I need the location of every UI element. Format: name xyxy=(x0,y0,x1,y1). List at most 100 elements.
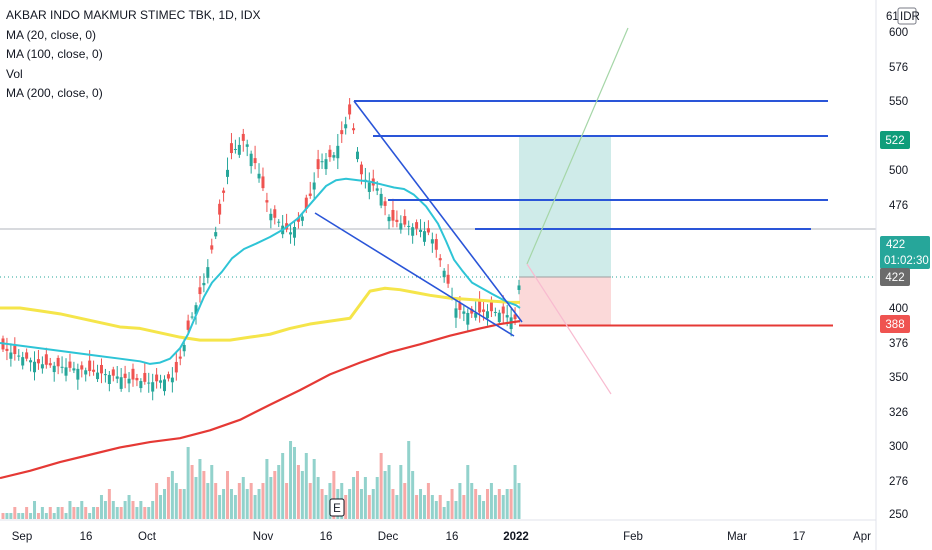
legend-ma100[interactable]: MA (100, close, 0) xyxy=(6,47,103,61)
volume-bar xyxy=(44,513,48,519)
badge-388-bg xyxy=(880,315,910,333)
volume-bar xyxy=(33,501,37,519)
candle-body xyxy=(308,193,312,196)
trendline-drawings[interactable] xyxy=(314,27,828,395)
volume-bar xyxy=(277,465,281,519)
volume-bar xyxy=(470,483,474,519)
candle-body xyxy=(332,155,336,158)
candle-body xyxy=(29,360,33,363)
volume-bar xyxy=(56,507,60,519)
legend-ma200[interactable]: MA (200, close, 0) xyxy=(6,86,103,100)
candle-body xyxy=(229,143,233,154)
volume-bar xyxy=(312,459,316,519)
badge-422: 422 xyxy=(885,272,904,284)
candle-body xyxy=(344,124,348,129)
candle-body xyxy=(96,372,100,380)
candle-body xyxy=(379,193,383,206)
candle-body xyxy=(383,201,387,206)
volume-bar xyxy=(379,453,383,519)
volume-bar xyxy=(332,471,336,519)
ma200-line xyxy=(0,320,521,480)
candle-body xyxy=(190,316,194,318)
candle-body xyxy=(462,311,466,314)
volume-bar xyxy=(194,477,198,519)
badge-countdown: 01:02:30 xyxy=(884,255,929,267)
candle-body xyxy=(375,188,379,191)
candle-body xyxy=(320,161,324,163)
candle-body xyxy=(103,374,107,376)
badge-price-bg xyxy=(880,236,930,269)
candle-body xyxy=(501,306,505,314)
candle-body xyxy=(438,258,442,261)
volume-bar xyxy=(139,501,143,519)
candle-body xyxy=(198,287,202,295)
candle-body xyxy=(48,363,52,366)
candle-body xyxy=(411,227,415,236)
y-tick-label: 600 xyxy=(889,27,908,39)
candle-body xyxy=(454,308,458,318)
volume-bar xyxy=(316,477,320,519)
candle-body xyxy=(111,369,115,376)
volume-bar xyxy=(147,507,151,519)
horizontal-levels xyxy=(0,228,876,278)
x-tick-label: Sep xyxy=(12,531,32,543)
volume-bar xyxy=(367,495,371,519)
candle-body xyxy=(478,301,482,313)
volume-bar xyxy=(245,489,249,519)
candle-body xyxy=(395,219,399,222)
volume-bar xyxy=(352,477,356,519)
volume-bar xyxy=(92,507,96,519)
axis-top-label: 61 xyxy=(886,11,899,23)
volume-bar xyxy=(229,489,233,519)
candle-body xyxy=(426,228,430,233)
badge-522: 522 xyxy=(885,135,904,147)
candle-body xyxy=(174,361,178,373)
volume-bar xyxy=(29,513,33,519)
volume-bar xyxy=(80,501,84,519)
volume-bar xyxy=(36,513,40,519)
candle-body xyxy=(289,232,293,235)
volume-bar xyxy=(48,507,52,519)
legend-vol[interactable]: Vol xyxy=(6,66,23,81)
candle-body xyxy=(470,308,474,314)
ma20-line xyxy=(0,177,521,365)
volume-bar xyxy=(174,483,178,519)
symbol-title: AKBAR INDO MAKMUR STIMEC TBK, 1D, IDX xyxy=(6,8,261,22)
candle-body xyxy=(367,182,371,192)
candle-body xyxy=(336,145,340,159)
volume-bar xyxy=(1,513,5,519)
candle-body xyxy=(115,376,119,379)
candle-body xyxy=(84,370,88,375)
long-position-tool[interactable] xyxy=(519,136,833,327)
volume-bar xyxy=(296,465,300,519)
price-badges: 458 522 422 01:02:30 422 388 xyxy=(880,131,930,333)
y-tick-label: 476 xyxy=(889,200,908,212)
legend-ma20[interactable]: MA (20, close, 0) xyxy=(6,27,97,42)
candle-body xyxy=(107,374,111,385)
candle-body xyxy=(139,381,143,389)
candle-body xyxy=(391,209,395,221)
candle-body xyxy=(186,320,190,330)
time-axis[interactable]: Sep 16 Oct Nov 16 Dec 16 2022 Feb Mar 17 Apr xyxy=(0,519,876,543)
badge-522-bg xyxy=(880,131,910,149)
y-tick-label: 326 xyxy=(889,407,908,419)
x-tick-label: Dec xyxy=(378,531,399,543)
y-tick-label: 576 xyxy=(889,62,908,74)
volume-bar xyxy=(5,513,9,519)
candle-body xyxy=(446,274,450,284)
volume-bar xyxy=(60,507,64,519)
candle-body xyxy=(237,144,241,155)
candle-body xyxy=(359,164,363,175)
y-tick-label: 300 xyxy=(889,441,908,453)
candle-body xyxy=(474,313,478,318)
y-tick-label: 550 xyxy=(889,96,908,108)
candle-body xyxy=(17,355,21,357)
volume-bar xyxy=(304,453,308,519)
candle-body xyxy=(143,372,147,382)
candle-body xyxy=(64,367,68,376)
candle-body xyxy=(277,221,281,223)
candle-body xyxy=(466,312,470,325)
volume-bar xyxy=(222,489,226,519)
candle-body xyxy=(135,377,139,381)
